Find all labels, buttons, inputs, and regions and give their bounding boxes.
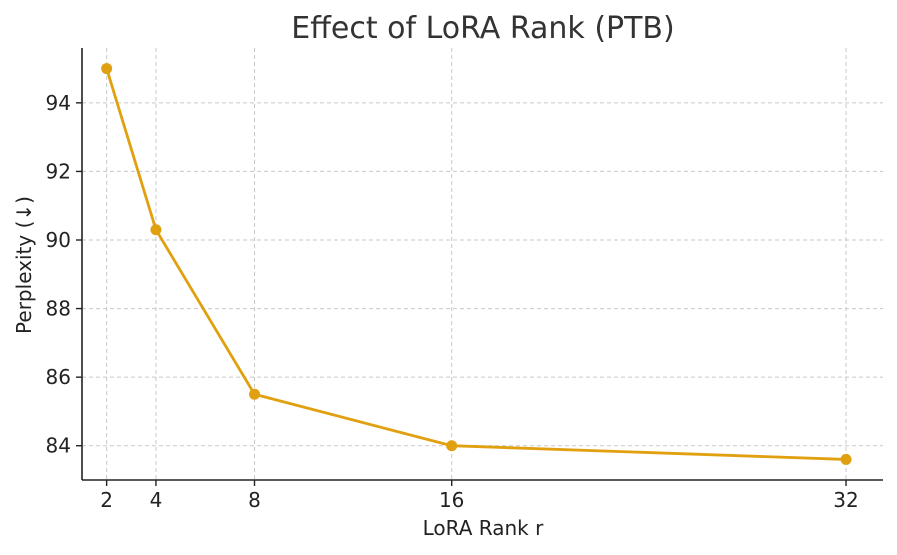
y-tick-label: 94 [46,91,71,115]
data-point [446,440,458,452]
data-point [101,63,113,75]
data-point [840,453,852,465]
axes-layer [81,48,883,481]
series-layer [101,63,852,465]
y-tick-label: 86 [46,365,71,389]
x-tick-label: 32 [833,488,858,512]
x-tick-label: 4 [150,488,163,512]
data-point [249,388,261,400]
y-tick-label: 84 [46,434,71,458]
x-tick-label: 16 [439,488,464,512]
series-line [105,68,847,461]
y-tick-label: 92 [46,159,71,183]
data-point [150,224,162,236]
x-axis-label: LoRA Rank r [423,516,544,540]
x-tick-label: 8 [248,488,261,512]
grid-layer [82,48,883,480]
y-tick-label: 90 [46,228,71,252]
chart-title: Effect of LoRA Rank (PTB) [291,11,674,46]
ticks-layer: 84 86 88 90 92 94 2 4 8 16 32 [46,91,859,512]
y-axis-label: Perplexity (↓) [12,196,36,334]
y-tick-label: 88 [46,297,71,321]
x-tick-label: 2 [100,488,113,512]
